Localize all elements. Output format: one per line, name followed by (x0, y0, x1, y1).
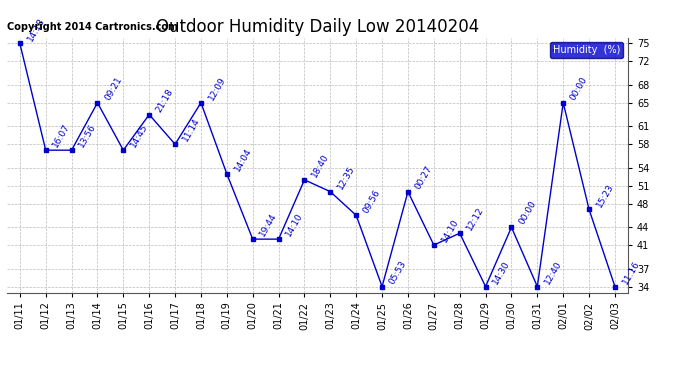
Text: 14:04: 14:04 (233, 146, 253, 173)
Text: 15:23: 15:23 (595, 182, 615, 209)
Text: 00:27: 00:27 (413, 164, 434, 191)
Text: 18:40: 18:40 (310, 152, 331, 179)
Text: 14:30: 14:30 (491, 259, 512, 286)
Text: 12:09: 12:09 (206, 75, 227, 102)
Text: 12:40: 12:40 (543, 259, 564, 286)
Text: 11:14: 11:14 (181, 117, 201, 144)
Text: 12:12: 12:12 (465, 206, 486, 232)
Text: 05:53: 05:53 (388, 259, 408, 286)
Text: 14:45: 14:45 (129, 123, 150, 149)
Text: 09:56: 09:56 (362, 188, 382, 214)
Text: 16:07: 16:07 (51, 123, 72, 149)
Text: 13:56: 13:56 (77, 123, 98, 149)
Text: 00:00: 00:00 (569, 75, 589, 102)
Text: Copyright 2014 Cartronics.com: Copyright 2014 Cartronics.com (7, 22, 178, 32)
Text: 12:35: 12:35 (336, 164, 357, 191)
Text: 14:10: 14:10 (440, 217, 460, 244)
Text: 19:44: 19:44 (258, 211, 279, 238)
Title: Outdoor Humidity Daily Low 20140204: Outdoor Humidity Daily Low 20140204 (156, 18, 479, 36)
Text: 21:18: 21:18 (155, 87, 175, 114)
Text: 14:10: 14:10 (284, 211, 305, 238)
Legend: Humidity  (%): Humidity (%) (550, 42, 623, 58)
Text: 00:00: 00:00 (517, 200, 538, 226)
Text: 11:16: 11:16 (620, 259, 641, 286)
Text: 09:21: 09:21 (103, 75, 124, 102)
Text: 14:18: 14:18 (26, 16, 46, 43)
